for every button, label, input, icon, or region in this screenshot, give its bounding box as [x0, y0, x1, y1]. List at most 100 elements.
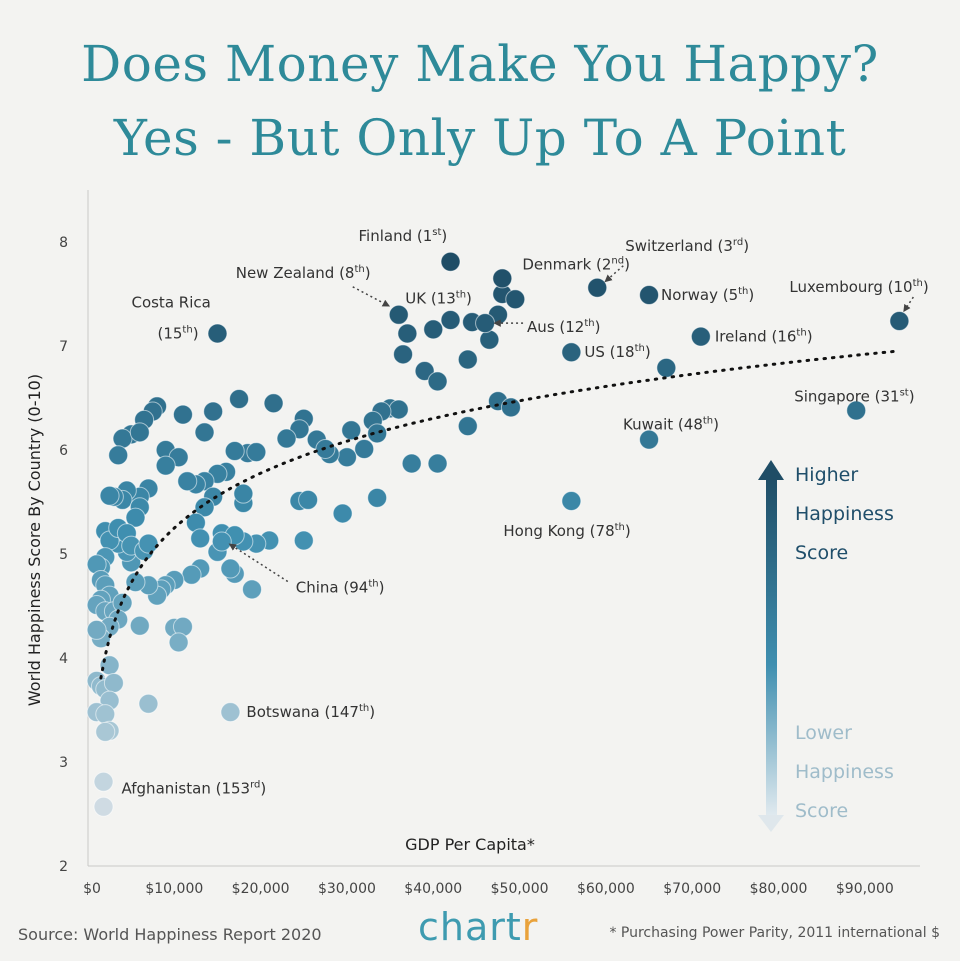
data-point	[95, 704, 116, 725]
legend: Higher Happiness Score Lower Happiness S…	[758, 460, 894, 832]
data-point	[203, 401, 224, 422]
x-axis-title: GDP Per Capita*	[405, 835, 535, 854]
label-finland: Finland (1st)	[359, 227, 448, 245]
data-point	[129, 615, 150, 636]
data-point-luxembourg	[889, 311, 910, 332]
x-tick-label: $0	[83, 881, 101, 897]
data-point-costa-rica	[207, 323, 228, 344]
data-point	[138, 693, 159, 714]
data-point	[367, 487, 388, 508]
label-norway: Norway (5th)	[661, 286, 754, 304]
data-point	[194, 422, 215, 443]
label-costa-rica-name: Costa Rica	[131, 294, 210, 312]
data-point	[86, 619, 107, 640]
data-point	[354, 438, 375, 459]
data-point	[103, 672, 124, 693]
label-arrow-switzerland	[604, 265, 624, 283]
data-point	[93, 771, 114, 792]
data-point-denmark	[492, 268, 513, 289]
label-hong-kong: Hong Kong (78th)	[503, 522, 630, 540]
point-labels: Finland (1st) Denmark (2nd)Switzerland (3…	[122, 227, 929, 798]
label-arrow-new-zealand	[352, 286, 391, 307]
data-point	[108, 445, 129, 466]
label-kuwait: Kuwait (48th)	[623, 416, 719, 434]
label-afghanistan: Afghanistan (153rd)	[122, 780, 267, 798]
label-new-zealand: New Zealand (8th)	[236, 264, 371, 282]
data-point	[500, 397, 521, 418]
legend-arrow-down	[758, 815, 784, 832]
x-tick-label: $70,000	[663, 881, 721, 897]
data-point-ireland	[690, 326, 711, 347]
x-tick-label: $80,000	[750, 881, 808, 897]
data-point	[457, 349, 478, 370]
data-point	[336, 447, 357, 468]
label-ireland: Ireland (16th)	[715, 328, 813, 346]
data-point-hong-kong	[561, 490, 582, 511]
data-point	[440, 310, 461, 330]
legend-arrow-up	[758, 460, 784, 480]
y-axis-title: World Happiness Score By Country (0-10)	[25, 374, 44, 706]
data-point	[298, 489, 319, 510]
data-point	[181, 564, 202, 585]
data-point-botswana	[220, 702, 241, 723]
legend-low-line2: Happiness	[795, 761, 894, 783]
legend-high-line1: Higher	[795, 464, 858, 486]
legend-low-line3: Score	[795, 800, 848, 822]
data-point	[125, 507, 146, 528]
label-costa-rica-rank: (15th)	[157, 325, 198, 343]
data-point	[263, 393, 284, 414]
label-aus: Aus (12th)	[527, 318, 600, 336]
y-tick-label: 5	[59, 547, 68, 563]
label-luxembourg: Luxembourg (10th)	[789, 278, 928, 296]
label-arrow-china	[228, 543, 289, 583]
y-tick-labels: 2 3 4 5 6 7 8	[59, 235, 68, 875]
data-point	[397, 323, 418, 344]
data-point	[656, 357, 677, 378]
data-point	[505, 289, 526, 310]
data-point	[229, 389, 250, 410]
label-singapore: Singapore (31st)	[794, 387, 914, 405]
label-denmark: Denmark (2nd)	[522, 255, 630, 273]
data-point	[332, 503, 353, 524]
y-tick-label: 8	[59, 235, 68, 251]
data-point-switzerland	[587, 277, 608, 298]
data-point	[138, 533, 159, 554]
data-point	[393, 344, 414, 365]
y-tick-label: 7	[59, 339, 68, 355]
x-tick-label: $10,000	[145, 881, 203, 897]
data-point-uk	[423, 319, 444, 340]
y-tick-label: 3	[59, 755, 68, 771]
brand-logo-accent: r	[521, 905, 539, 949]
data-point	[367, 423, 388, 444]
data-point	[172, 404, 193, 425]
data-point-aus	[475, 313, 496, 334]
data-point	[479, 329, 500, 350]
x-tick-label: $20,000	[232, 881, 290, 897]
data-point-afghanistan	[93, 796, 114, 817]
data-point	[99, 655, 120, 676]
data-point-finland	[440, 251, 461, 272]
data-point-us	[561, 342, 582, 363]
data-point	[95, 721, 116, 742]
data-point	[427, 453, 448, 474]
label-uk: UK (13th)	[405, 289, 472, 307]
footnote: * Purchasing Power Parity, 2011 internat…	[609, 925, 940, 941]
legend-low-line1: Lower	[795, 722, 852, 744]
data-point	[168, 632, 189, 653]
brand-logo: chartr	[418, 905, 538, 949]
data-point	[242, 579, 262, 600]
y-tick-label: 6	[59, 443, 68, 459]
data-point	[276, 428, 297, 449]
label-botswana: Botswana (147th)	[246, 703, 375, 721]
data-point-norway	[639, 285, 660, 306]
chart-title-line2: Yes - But Only Up To A Point	[113, 109, 847, 167]
data-point	[293, 530, 314, 551]
chart-title-line1: Does Money Make You Happy?	[81, 35, 879, 93]
scatter-points	[86, 251, 910, 817]
data-point-new-zealand	[388, 304, 409, 325]
trend-line	[99, 349, 901, 680]
data-point	[190, 528, 211, 549]
label-china: China (94th)	[296, 579, 385, 597]
x-tick-label: $60,000	[577, 881, 635, 897]
